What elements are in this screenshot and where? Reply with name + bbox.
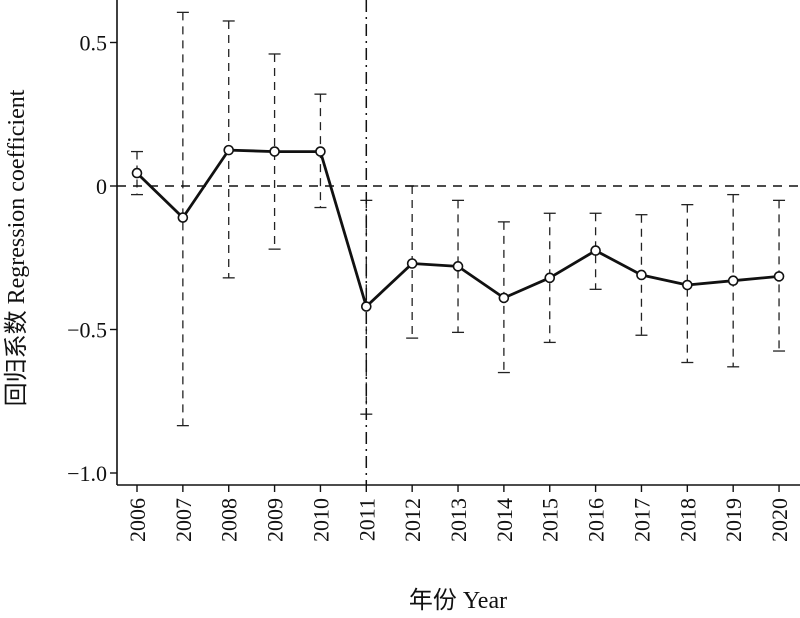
axes — [110, 0, 800, 492]
data-point — [544, 272, 556, 284]
x-tick-label: 2015 — [538, 498, 563, 542]
x-tick-label: 2014 — [492, 498, 517, 542]
data-point — [773, 271, 785, 282]
data-point — [727, 275, 739, 287]
x-tick-label: 2019 — [721, 498, 746, 542]
data-point — [223, 144, 235, 156]
data-point — [131, 167, 143, 179]
data-point — [360, 301, 372, 312]
x-tick-label: 2009 — [263, 498, 288, 542]
x-tick-label: 2016 — [584, 498, 609, 542]
data-point — [452, 261, 464, 272]
data-point — [590, 245, 601, 256]
data-point — [636, 269, 647, 281]
data-point — [177, 212, 189, 223]
error-bars — [131, 11, 786, 427]
y-tick-label: −0.5 — [67, 318, 107, 343]
tick-labels: 0.5 0 −0.5 −1.0 2006 2007 2008 2009 2010 2011 2012… — [67, 31, 792, 543]
x-tick-label: 2011 — [354, 498, 379, 541]
x-axis-title: 年份 Year — [409, 587, 507, 614]
data-points — [131, 144, 785, 312]
x-tick-label: 2020 — [767, 498, 792, 542]
x-tick-label: 2013 — [446, 498, 471, 542]
y-axis-title: 回归系数 Regression coefficient — [3, 89, 30, 406]
x-tick-label: 2017 — [629, 498, 654, 542]
data-point — [406, 258, 418, 269]
data-point — [682, 279, 693, 291]
y-tick-label: 0.5 — [80, 31, 108, 56]
x-tick-label: 2018 — [675, 498, 700, 542]
x-tick-label: 2006 — [125, 498, 150, 542]
x-tick-label: 2010 — [308, 498, 333, 542]
reference-lines — [117, 0, 800, 485]
data-point — [498, 292, 510, 304]
data-point — [269, 146, 280, 157]
x-tick-label: 2012 — [400, 498, 425, 542]
y-tick-label: 0 — [96, 174, 107, 199]
data-point — [315, 146, 326, 157]
y-tick-label: −1.0 — [67, 461, 107, 486]
x-tick-label: 2008 — [217, 498, 242, 542]
x-tick-label: 2007 — [171, 498, 196, 542]
